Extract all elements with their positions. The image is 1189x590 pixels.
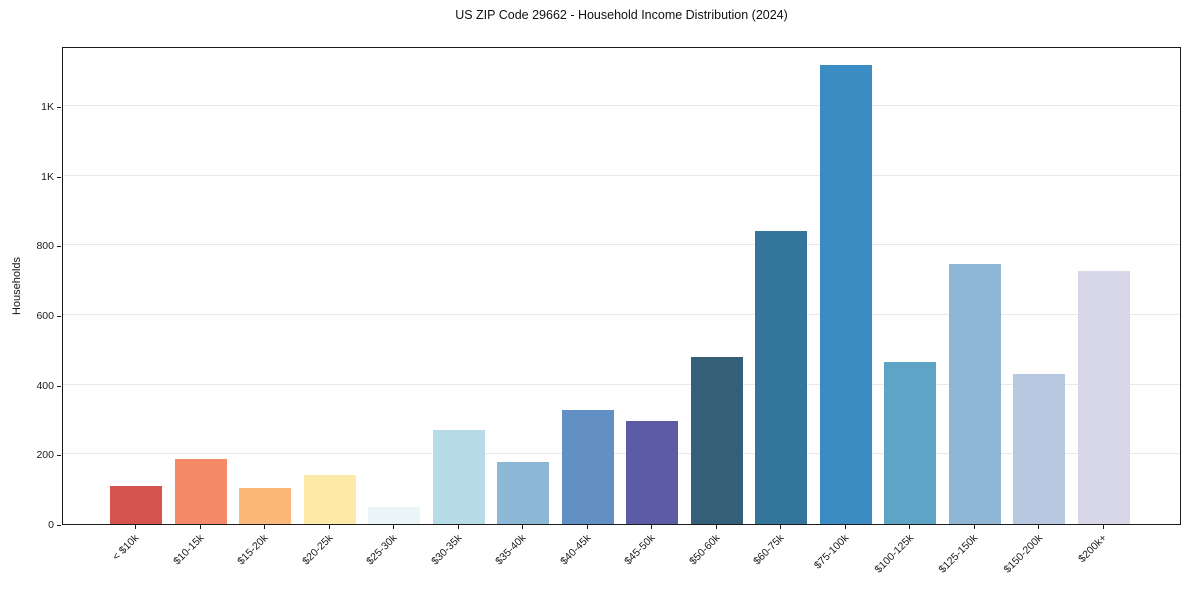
bar-$15-20k: [239, 487, 292, 524]
x-tick-label-text: $15-20k: [235, 532, 271, 568]
bar-$45-50k: [626, 420, 679, 524]
x-tick-mark: [586, 525, 588, 529]
x-tick-label-text: $30-35k: [428, 532, 465, 568]
bar-< $10k: [110, 486, 162, 524]
y-tick-mark: [57, 176, 61, 178]
bar-$125-150k: [948, 263, 1001, 524]
x-tick-label-text: $35-40k: [493, 532, 529, 568]
bar-$10-15k: [174, 458, 227, 524]
bar-$30-35k: [432, 430, 485, 524]
x-tick-mark: [909, 525, 911, 529]
x-tick-mark: [715, 525, 717, 529]
x-tick-mark: [1103, 525, 1104, 529]
x-tick-label-text: $50-60k: [686, 532, 723, 568]
bar-$200k+: [1078, 271, 1130, 524]
bar-$60-75k: [755, 231, 808, 524]
bar-$35-40k: [497, 461, 550, 524]
x-tick-mark: [135, 525, 136, 529]
x-tick-label-text: $200k+: [1076, 532, 1110, 566]
bar-$25-30k: [368, 506, 421, 524]
bar-$50-60k: [690, 357, 743, 524]
bar-$20-25k: [303, 474, 356, 524]
y-tick-label-400: 400: [36, 379, 54, 392]
y-tick-mark: [57, 455, 61, 457]
y-tick-label-1K: 1K: [41, 170, 54, 183]
x-tick-mark: [457, 525, 459, 529]
x-tick-mark: [651, 525, 653, 529]
x-tick-mark: [973, 525, 975, 529]
y-tick-mark: [57, 315, 61, 317]
x-tick-label-text: < $10k: [110, 532, 142, 563]
x-tick-mark: [264, 525, 266, 529]
gridline-y-1000: [63, 174, 1180, 176]
y-tick-label-1K: 1K: [41, 100, 54, 113]
bar-$100-125k: [884, 362, 937, 524]
x-tick-label-text: $125-150k: [936, 532, 981, 576]
x-tick-mark: [1038, 525, 1040, 529]
y-tick-label-600: 600: [36, 309, 54, 322]
gridline-y-600: [63, 313, 1180, 315]
x-tick-mark: [844, 525, 846, 529]
x-tick-label-text: $40-45k: [557, 532, 594, 568]
gridline-y-200: [63, 453, 1180, 455]
y-tick-label-0: 0: [48, 519, 54, 531]
x-tick-label-text: $45-50k: [622, 532, 658, 568]
y-tick-label-800: 800: [36, 240, 54, 253]
chart-title: US ZIP Code 29662 - Household Income Dis…: [455, 8, 788, 22]
y-tick-mark: [57, 525, 61, 526]
x-tick-mark: [199, 525, 201, 529]
gridline-y-800: [63, 244, 1180, 246]
x-tick-label-text: $60-75k: [751, 532, 787, 568]
x-tick-label-text: $100-125k: [872, 532, 916, 576]
x-tick-label-text: $75-100k: [811, 532, 852, 572]
bar-$40-45k: [561, 409, 614, 524]
plot-area: [62, 47, 1181, 525]
x-tick-label-text: $10-15k: [170, 532, 207, 568]
x-tick-mark: [328, 525, 330, 529]
gridline-y-1200: [63, 104, 1180, 106]
y-axis-label: Households: [11, 256, 23, 316]
x-tick-label-text: $150-200k: [1001, 532, 1045, 576]
bar-$75-100k: [819, 65, 872, 524]
x-tick-label-text: $20-25k: [299, 532, 336, 568]
y-tick-mark: [57, 246, 61, 248]
y-tick-mark: [57, 385, 61, 387]
x-tick-mark: [393, 525, 395, 529]
gridline-y-400: [63, 383, 1180, 385]
y-tick-mark: [57, 106, 61, 108]
x-tick-mark: [522, 525, 524, 529]
x-tick-label-text: $25-30k: [364, 532, 400, 568]
x-tick-mark: [780, 525, 782, 529]
bar-$150-200k: [1013, 373, 1066, 524]
y-tick-label-200: 200: [36, 449, 54, 462]
